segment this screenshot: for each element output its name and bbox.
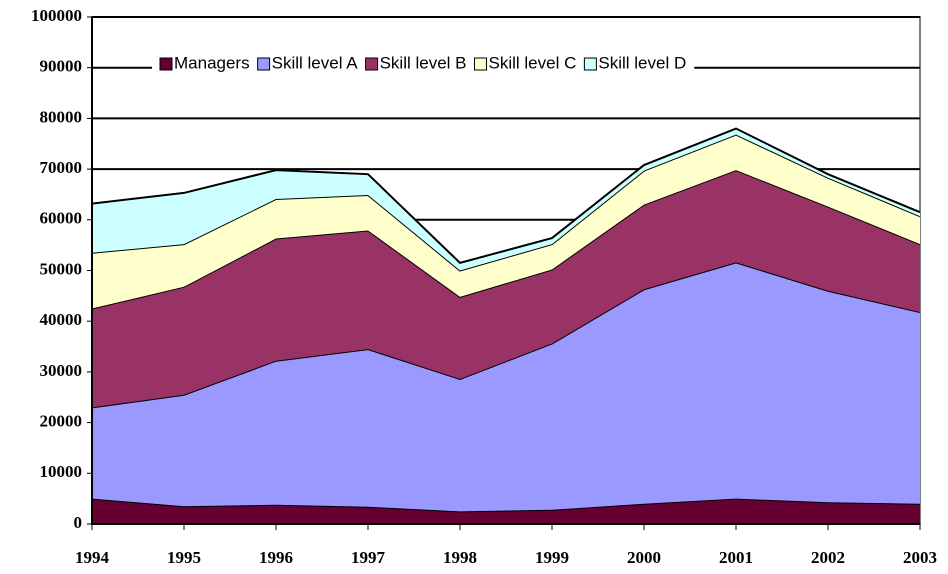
y-tick-label: 60000 (40, 209, 83, 228)
legend-swatch (159, 57, 173, 71)
legend-label: Skill level C (489, 53, 577, 72)
y-tick-label: 40000 (40, 310, 83, 329)
legend-swatch (365, 57, 379, 71)
x-tick-label: 1996 (259, 548, 293, 567)
legend-label: Skill level D (598, 53, 686, 72)
legend-label: Skill level A (272, 53, 359, 72)
y-tick-label: 20000 (40, 412, 83, 431)
area-edge (91, 127, 921, 265)
y-tick-label: 80000 (40, 107, 83, 126)
area (92, 134, 920, 309)
legend-label: Managers (174, 53, 250, 72)
x-tick-label: 1994 (75, 548, 110, 567)
area (92, 128, 920, 271)
area (92, 262, 920, 512)
legend-swatch (257, 57, 271, 71)
legend-box (152, 52, 695, 76)
x-tick-label: 1999 (535, 548, 569, 567)
y-tick-label: 30000 (40, 361, 83, 380)
x-tick-label: 1997 (351, 548, 386, 567)
legend-swatch (583, 57, 597, 71)
y-tick-label: 90000 (40, 57, 83, 76)
legend-swatch (474, 57, 488, 71)
x-tick-label: 2002 (811, 548, 845, 567)
legend: Managers Skill level A Skill level B Skill … (152, 52, 695, 76)
area (92, 170, 920, 408)
y-tick-label: 50000 (40, 259, 83, 278)
y-tick-label: 70000 (40, 158, 83, 177)
y-tick-label: 10000 (40, 462, 83, 481)
y-tick-label: 100000 (31, 6, 82, 25)
x-tick-label: 2001 (719, 548, 753, 567)
x-tick-label: 2000 (627, 548, 661, 567)
x-tick-label: 1998 (443, 548, 477, 567)
y-tick-label: 0 (74, 513, 83, 532)
x-tick-label: 2003 (903, 548, 937, 567)
legend-label: Skill level B (380, 53, 467, 72)
x-tick-label: 1995 (167, 548, 201, 567)
